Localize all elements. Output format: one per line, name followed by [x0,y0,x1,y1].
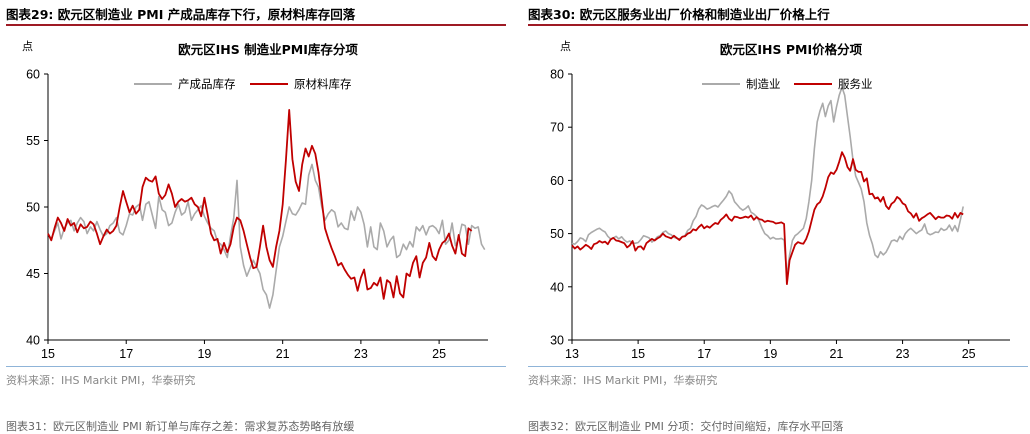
series-line-2 [47,109,473,300]
figure-title: 图表30: 欧元区服务业出厂价格和制造业出厂价格上行 [528,7,830,22]
title-rule [6,24,506,26]
y-tick-label: 60 [550,174,564,188]
x-tick-label: 17 [119,347,133,361]
series-line-1 [47,163,486,309]
source-rule [6,366,506,367]
x-tick-label: 17 [697,347,711,361]
y-tick-label: 40 [550,280,564,294]
source-rule [528,366,1028,367]
y-tick-label: 45 [26,267,40,281]
x-tick-label: 13 [565,347,579,361]
y-tick-label: 50 [26,201,40,215]
y-unit-label: 点 [560,40,571,53]
chart-title: 欧元区IHS 制造业PMI库存分项 [178,42,358,57]
y-unit-label: 点 [22,40,33,53]
y-tick-label: 30 [550,334,564,348]
figure-panel-30: 图表30: 欧元区服务业出厂价格和制造业出厂价格上行 欧元区IHS PMI价格分… [522,0,1030,433]
legend-label-1: 制造业 [746,77,781,91]
y-tick-label: 70 [550,121,564,135]
x-tick-label: 21 [829,347,843,361]
x-tick-label: 25 [962,347,976,361]
legend-label-2: 服务业 [838,77,873,91]
y-tick-label: 60 [26,68,40,82]
y-tick-label: 50 [550,227,564,241]
x-tick-label: 15 [631,347,645,361]
next-figure-title: 图表32：欧元区制造业 PMI 分项：交付时间缩短，库存水平回落 [528,420,844,433]
price-chart: 欧元区IHS PMI价格分项 点 30 40 50 60 70 80 13 15 17 19 21 23 2… [550,40,1010,361]
x-tick-label: 19 [763,347,777,361]
source-note: 资料来源：IHS Markit PMI，华泰研究 [6,374,196,387]
source-note: 资料来源：IHS Markit PMI，华泰研究 [528,374,718,387]
figure-title: 图表29: 欧元区制造业 PMI 产成品库存下行，原材料库存回落 [6,7,356,22]
inventory-chart: 欧元区IHS 制造业PMI库存分项 点 40 45 50 55 60 15 17 19 21 23 25… [22,40,488,361]
x-tick-label: 25 [432,347,446,361]
y-tick-label: 55 [26,134,40,148]
y-tick-label: 40 [26,334,40,348]
x-tick-label: 15 [41,347,55,361]
x-tick-label: 23 [896,347,910,361]
next-figure-title: 图表31：欧元区制造业 PMI 新订单与库存之差：需求复苏态势略有放缓 [6,420,355,433]
y-tick-label: 80 [550,68,564,82]
legend-label-1: 产成品库存 [178,77,236,91]
x-tick-label: 23 [354,347,368,361]
figure-panel-29: 图表29: 欧元区制造业 PMI 产成品库存下行，原材料库存回落 欧元区IHS … [0,0,508,433]
x-tick-label: 21 [276,347,290,361]
series-line-2 [571,151,964,286]
x-tick-label: 19 [197,347,211,361]
legend-label-2: 原材料库存 [294,77,352,91]
chart-title: 欧元区IHS PMI价格分项 [720,42,863,57]
series-line-1 [571,86,964,278]
title-rule [528,24,1028,26]
